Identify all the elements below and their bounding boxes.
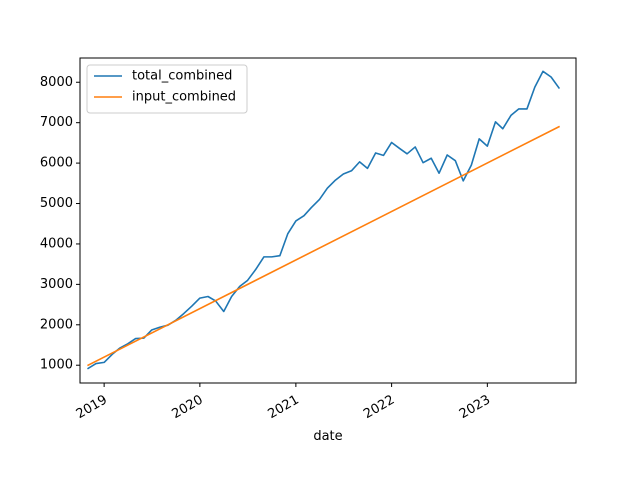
y-tick-label: 6000 <box>40 156 73 171</box>
legend-box <box>86 64 248 114</box>
legend-label-total-combined: total_combined <box>132 69 232 84</box>
y-axis: 1000 2000 3000 4000 5000 6000 7000 8000 <box>40 75 80 373</box>
y-tick-label: 5000 <box>40 196 73 211</box>
series-line-input-combined <box>87 125 561 367</box>
plot-area <box>87 70 561 370</box>
x-axis-label: date <box>313 429 342 444</box>
y-tick-label: 2000 <box>40 317 73 332</box>
y-tick-label: 4000 <box>40 236 73 251</box>
y-tick-label: 1000 <box>40 358 73 373</box>
legend-label-input-combined: input_combined <box>132 90 236 105</box>
y-tick-label: 3000 <box>40 277 73 292</box>
y-tick-label: 8000 <box>40 75 73 90</box>
plot-frame <box>79 57 577 384</box>
legend: total_combined input_combined <box>86 64 248 114</box>
y-tick-label: 7000 <box>40 115 73 130</box>
